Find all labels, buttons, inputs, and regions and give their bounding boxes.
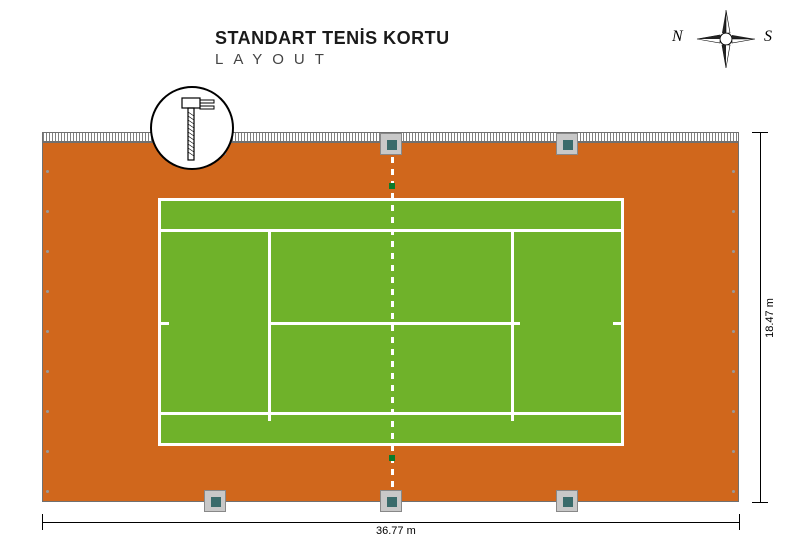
service-line-left	[268, 229, 271, 421]
center-service-line	[268, 322, 520, 325]
net-post-top	[389, 183, 395, 189]
compass-rose	[695, 8, 757, 70]
diagram-canvas: STANDART TENİS KORTU LAYOUT N S	[0, 0, 800, 555]
center-mark-right	[613, 322, 621, 325]
light-post-bottom-3	[556, 490, 578, 512]
light-post-bottom-2	[380, 490, 402, 512]
light-post-detail-icon	[152, 88, 232, 168]
center-mark-left	[161, 322, 169, 325]
light-post-top-2	[380, 133, 402, 155]
dim-width-line	[42, 522, 739, 523]
compass-rose-icon	[695, 8, 757, 70]
light-post-bottom-1	[204, 490, 226, 512]
title-subtitle: LAYOUT	[215, 51, 450, 68]
net-post-bottom	[389, 455, 395, 461]
light-post-top-3	[556, 133, 578, 155]
playing-area	[158, 198, 624, 446]
service-line-right	[511, 229, 514, 421]
detail-callout-circle	[150, 86, 234, 170]
title-block: STANDART TENİS KORTU LAYOUT	[215, 28, 450, 68]
dim-width-label: 36.77 m	[372, 525, 420, 537]
dim-height-line	[760, 132, 761, 502]
compass-north-label: N	[672, 28, 683, 46]
dim-height-tick-b	[752, 502, 768, 503]
compass-south-label: S	[764, 28, 772, 46]
net-line	[391, 145, 394, 505]
title-main: STANDART TENİS KORTU	[215, 28, 450, 49]
dim-width-tick-r	[739, 514, 740, 530]
dim-height-label: 18.47 m	[764, 294, 776, 342]
